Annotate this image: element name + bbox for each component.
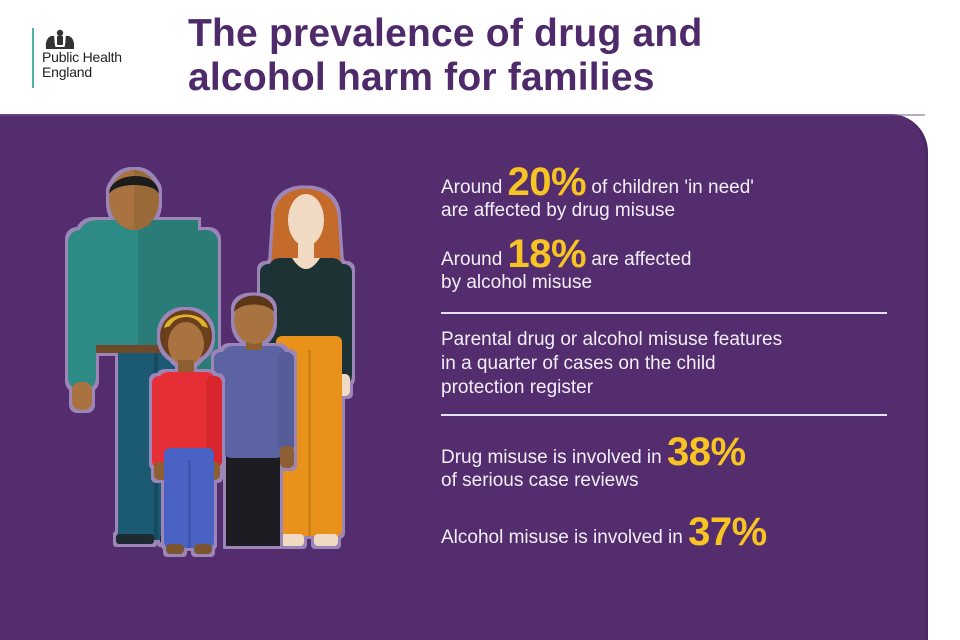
stat-value: 38% (666, 430, 746, 474)
stat-text: Alcohol misuse is involved in (441, 527, 689, 548)
title-line-1: The prevalence of drug and (188, 12, 703, 55)
royal-crest-icon (45, 29, 75, 49)
divider (441, 312, 887, 314)
stat-drug-children-in-need: Around 20% of children 'in need' are aff… (441, 162, 887, 222)
title-line-2: alcohol harm for families (188, 56, 655, 99)
stat-text: protection register (441, 377, 594, 398)
stat-text: Around (441, 249, 508, 270)
stat-text: are affected (586, 249, 692, 270)
son-figure (214, 295, 294, 546)
stat-drug-serious-case-reviews: Drug misuse is involved in 38% of seriou… (441, 432, 887, 492)
stat-text: are affected by drug misuse (441, 200, 676, 221)
stat-value: 37% (688, 510, 767, 554)
stat-child-protection-register: Parental drug or alcohol misuse features… (441, 328, 887, 400)
stat-text: by alcohol misuse (441, 272, 593, 293)
logo-text-line2: England (42, 64, 92, 80)
header: Public Health England The prevalence of … (0, 0, 960, 114)
divider (441, 414, 887, 416)
stat-text: Parental drug or alcohol misuse features (441, 329, 783, 350)
stat-text: Around (441, 177, 508, 198)
page-title: The prevalence of drug and alcohol harm … (188, 12, 702, 100)
stat-value: 20% (507, 160, 587, 204)
stat-text: of serious case reviews (441, 470, 639, 491)
stat-alcohol-serious-case-reviews: Alcohol misuse is involved in 37% (441, 512, 887, 552)
family-illustration (68, 170, 352, 554)
statistics-list: Around 20% of children 'in need' are aff… (441, 162, 887, 552)
stat-text: Drug misuse is involved in (441, 447, 667, 468)
logo-text-line1: Public Health (42, 49, 122, 65)
stat-value: 18% (507, 232, 587, 276)
daughter-figure (152, 310, 222, 554)
stat-text: of children 'in need' (586, 177, 754, 198)
stat-text: in a quarter of cases on the child (441, 353, 716, 374)
phe-logo: Public Health England (32, 28, 122, 88)
stat-alcohol-children-in-need: Around 18% are affected by alcohol misus… (441, 234, 887, 294)
